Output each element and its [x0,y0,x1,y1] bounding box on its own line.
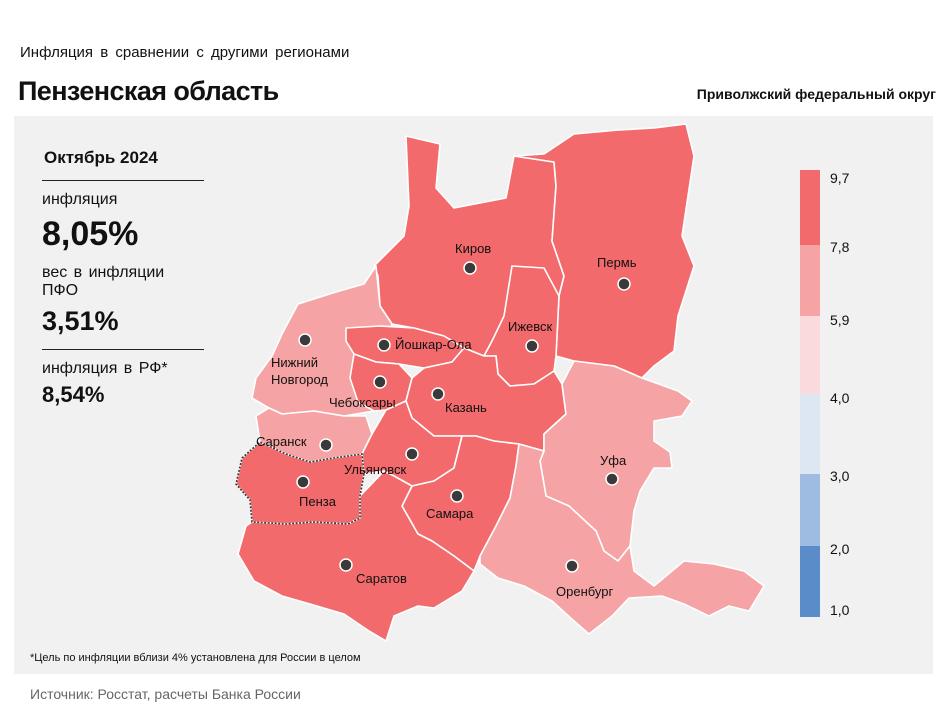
legend-tick-label: 4,0 [830,390,850,406]
city-izhevsk[interactable]: Ижевск [508,319,553,353]
stats-panel: Октябрь 2024 инфляция 8,05% вес в инфляц… [42,144,206,408]
city-saransk[interactable]: Саранск [256,434,333,452]
inflation-label: инфляция [42,191,118,208]
city-dot-icon [525,339,539,353]
city-ulyanovsk[interactable]: Ульяновск [344,447,419,477]
city-yoshkar-ola[interactable]: Йошкар-Ола [377,337,472,352]
legend-tick-label: 3,0 [830,468,850,484]
city-dot-icon [463,261,477,275]
legend-tick-label: 1,0 [830,602,850,618]
city-label-izhevsk: Ижевск [508,319,553,334]
city-kazan[interactable]: Казань [431,387,487,415]
divider [42,180,204,181]
city-penza[interactable]: Пенза [296,475,337,509]
legend-tick-label: 9,7 [830,170,850,186]
city-dot-icon [431,387,445,401]
legend-tick-label: 5,9 [830,312,850,328]
inflation-value: 8,05% [42,215,139,253]
city-label-kirov: Киров [455,241,491,256]
city-label-samara: Самара [426,506,474,521]
region-perm[interactable] [513,123,695,379]
city-dot-icon [377,338,391,352]
panel: Киров Пермь Ижевск Йошкар-Ола Нижний Новг… [14,116,933,674]
city-kirov[interactable]: Киров [455,241,491,275]
city-label-ufa: Уфа [600,453,627,468]
weight-label: вес в инфляции ПФО [42,264,165,299]
city-label-nizhny: Нижний [271,355,318,370]
city-label-penza: Пенза [299,494,337,509]
city-label-orenburg: Оренбург [556,584,613,599]
rf-inflation-label: инфляция в РФ* [42,360,168,377]
city-label-kazan: Казань [445,400,487,415]
city-dot-icon [298,333,312,347]
city-dot-icon [450,489,464,503]
city-samara[interactable]: Самара [426,489,474,521]
legend-tick-label: 2,0 [830,541,850,557]
city-dot-icon [319,438,333,452]
source-note: Источник: Росстат, расчеты Банка России [30,686,301,702]
footnote: *Цель по инфляции вблизи 4% установлена … [30,652,361,664]
city-label-novgorod: Новгород [271,372,328,387]
city-cheboksary[interactable]: Чебоксары [329,375,396,410]
city-label-ulyanovsk: Ульяновск [344,462,406,477]
city-label-saransk: Саранск [256,434,307,449]
city-label-saratov: Саратов [356,571,407,586]
city-nizhny-novgorod[interactable]: Нижний Новгород [271,333,328,387]
legend-tick-label: 7,8 [830,239,850,255]
city-label-perm: Пермь [597,255,637,270]
city-dot-icon [296,475,310,489]
city-dot-icon [339,558,353,572]
region-orenburg[interactable] [479,443,765,635]
city-markers: Киров Пермь Ижевск Йошкар-Ола Нижний Новг… [256,241,637,599]
city-dot-icon [605,472,619,486]
city-dot-icon [405,447,419,461]
page-title: Пензенская область [18,76,279,106]
federal-district-label: Приволжский федеральный округ [696,86,936,102]
legend-bin [800,394,820,474]
city-saratov[interactable]: Саратов [339,558,407,586]
city-orenburg[interactable]: Оренбург [556,559,613,599]
city-label-yoshkar-ola: Йошкар-Ола [395,337,472,352]
weight-value: 3,51% [42,306,119,336]
city-ufa[interactable]: Уфа [600,453,627,486]
city-label-cheboksary: Чебоксары [329,395,396,410]
city-dot-icon [373,375,387,389]
divider [42,349,204,350]
legend-bins [800,170,820,617]
penza-highlight-outline [235,441,365,525]
rf-inflation-value: 8,54% [42,382,105,407]
period-label: Октябрь 2024 [44,148,158,167]
city-dot-icon [565,559,579,573]
header-subtitle: Инфляция в сравнении с другими регионами [20,44,350,61]
legend-bin [800,546,820,617]
legend-bin [800,316,820,394]
legend-bin [800,170,820,245]
legend-bin [800,474,820,546]
city-dot-icon [617,277,631,291]
region-map: Киров Пермь Ижевск Йошкар-Ола Нижний Новг… [235,123,765,642]
legend-bin [800,245,820,316]
color-legend: 9,7 7,8 5,9 4,0 3,0 2,0 1,0 [800,170,850,618]
city-perm[interactable]: Пермь [597,255,637,291]
